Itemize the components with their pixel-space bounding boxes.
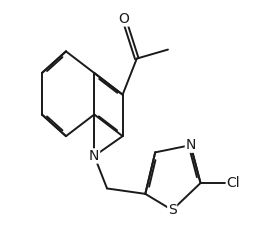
Text: N: N: [89, 149, 100, 163]
Text: O: O: [119, 12, 130, 26]
Text: Cl: Cl: [226, 176, 240, 190]
Text: N: N: [185, 138, 196, 152]
Text: S: S: [168, 203, 177, 217]
